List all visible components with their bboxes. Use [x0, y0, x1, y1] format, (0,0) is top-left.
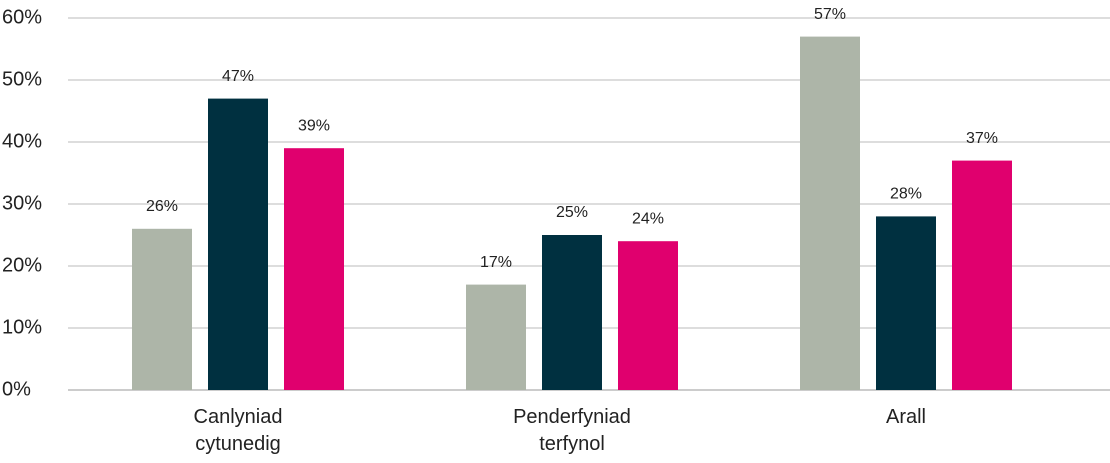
y-tick-label: 50% — [2, 68, 42, 90]
bar — [876, 216, 936, 390]
data-label: 26% — [146, 198, 178, 215]
y-tick-label: 40% — [2, 130, 42, 152]
data-label: 24% — [632, 210, 664, 227]
y-tick-label: 20% — [2, 254, 42, 276]
data-label: 37% — [966, 130, 998, 147]
bar — [800, 36, 860, 390]
x-tick-label: Canlyniad cytunedig — [193, 406, 283, 455]
y-tick-label: 30% — [2, 192, 42, 214]
bar — [208, 98, 268, 390]
data-label: 39% — [298, 117, 330, 134]
bar — [132, 228, 192, 390]
y-tick-label: 60% — [2, 6, 42, 28]
bar — [466, 284, 526, 390]
bar — [618, 241, 678, 390]
data-label: 28% — [890, 186, 922, 203]
data-label: 47% — [222, 68, 254, 85]
y-tick-label: 0% — [2, 378, 31, 400]
x-tick-label: Arall — [885, 406, 926, 428]
y-tick-label: 10% — [2, 316, 42, 338]
data-label: 25% — [556, 204, 588, 221]
bar — [284, 148, 344, 390]
bar — [952, 160, 1012, 390]
bar — [542, 235, 602, 390]
x-tick-label: Penderfyniad terfynol — [513, 406, 631, 455]
data-label: 17% — [480, 254, 512, 271]
data-label: 57% — [814, 6, 846, 23]
